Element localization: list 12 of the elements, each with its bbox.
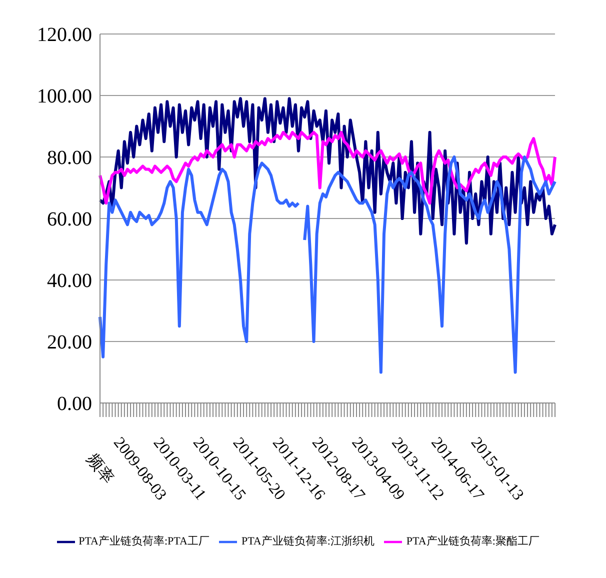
y-tick-label: 20.00 xyxy=(47,332,92,354)
y-tick-label: 0.00 xyxy=(57,393,92,416)
legend-label: PTA产业链负荷率:江浙织机 xyxy=(241,536,374,548)
line-series xyxy=(98,130,556,205)
y-tick-label: 40.00 xyxy=(47,270,92,292)
y-tick-label: 100.00 xyxy=(37,86,92,108)
y-tick-label: 60.00 xyxy=(47,208,92,231)
x-tick-label: 频率 xyxy=(83,450,118,487)
y-tick-label: 120.00 xyxy=(37,24,92,46)
legend-label: PTA产业链负荷率:聚酯工厂 xyxy=(406,536,540,548)
y-tick-label: 80.00 xyxy=(47,147,92,170)
legend-label: PTA产业链负荷率:PTA工厂 xyxy=(78,536,210,548)
